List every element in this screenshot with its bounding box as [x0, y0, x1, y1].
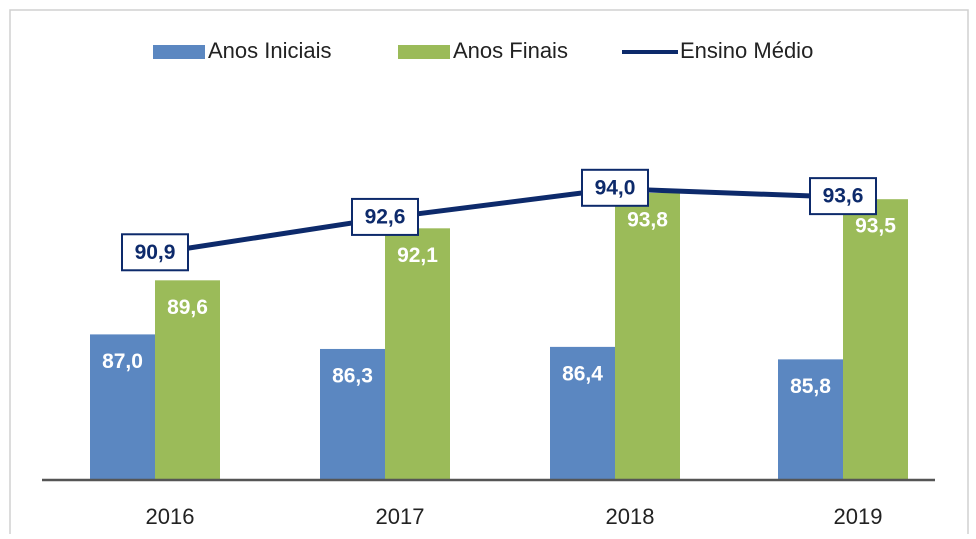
bar	[550, 346, 615, 480]
bar-value-label: 87,0	[102, 350, 143, 373]
line	[154, 186, 844, 256]
line-value-label: 90,9	[135, 241, 176, 264]
legend-swatch	[153, 45, 205, 59]
bar	[615, 192, 680, 480]
bar-value-label: 93,5	[855, 215, 896, 238]
bar-value-label: 86,3	[332, 365, 373, 388]
x-tick-label: 2016	[146, 504, 195, 529]
bar	[320, 348, 385, 480]
bar-value-label: 93,8	[627, 209, 668, 232]
bar-value-label: 89,6	[167, 296, 208, 319]
line-label-box	[351, 197, 419, 236]
legend-swatch	[398, 45, 450, 59]
bar	[90, 334, 155, 480]
bar	[385, 228, 450, 480]
bar	[155, 280, 220, 480]
legend-label: Anos Finais	[453, 38, 568, 63]
legend-label: Anos Iniciais	[208, 38, 332, 63]
bar-value-label: 85,8	[790, 375, 831, 398]
x-tick-label: 2019	[834, 504, 883, 529]
legend-label: Ensino Médio	[680, 38, 813, 63]
bar-value-label: 92,1	[397, 244, 438, 267]
line-label-box	[809, 177, 877, 216]
bar-value-label: 86,4	[562, 362, 603, 385]
x-tick-label: 2018	[606, 504, 655, 529]
x-tick-label: 2017	[376, 504, 425, 529]
bar	[778, 359, 843, 480]
line-label-box	[121, 233, 189, 272]
chart-frame	[9, 9, 969, 534]
line-label-box	[581, 168, 649, 207]
line-value-label: 93,6	[823, 185, 864, 208]
bar	[843, 199, 908, 480]
line-value-label: 94,0	[595, 176, 636, 199]
line-value-label: 92,6	[365, 205, 406, 228]
